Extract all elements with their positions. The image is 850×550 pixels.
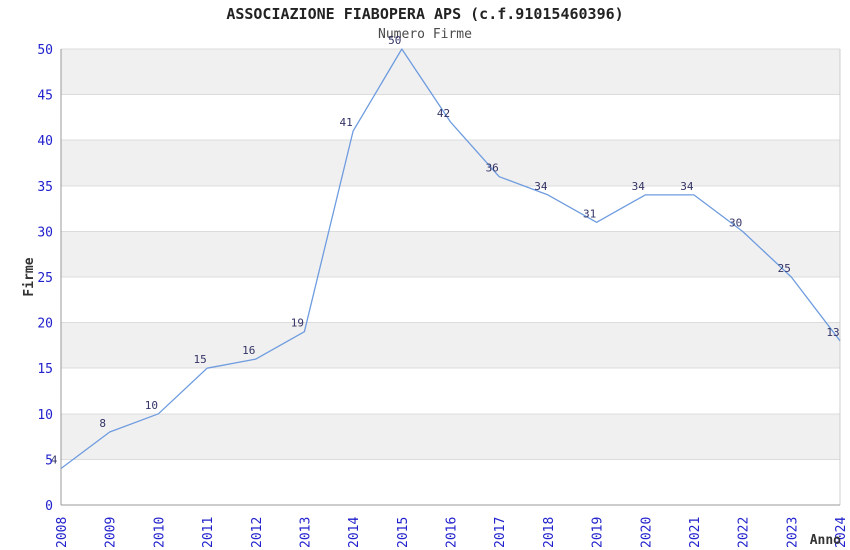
y-tick-label: 20 <box>37 317 53 332</box>
data-label: 8 <box>99 417 106 430</box>
y-tick-label: 25 <box>37 271 53 286</box>
plot-band <box>61 49 840 95</box>
x-tick-label: 2019 <box>591 517 606 548</box>
data-label: 13 <box>826 326 839 339</box>
data-label: 42 <box>437 107 450 120</box>
data-label: 16 <box>242 344 255 357</box>
data-label: 30 <box>729 216 742 229</box>
data-label: 34 <box>632 180 646 193</box>
data-label: 50 <box>388 34 401 47</box>
x-tick-label: 2016 <box>445 517 460 548</box>
data-label: 36 <box>486 162 499 175</box>
data-label: 31 <box>583 207 596 220</box>
x-tick-label: 2020 <box>639 517 654 548</box>
chart-title: ASSOCIAZIONE FIABOPERA APS (c.f.91015460… <box>226 5 623 23</box>
data-label: 19 <box>291 317 304 330</box>
x-tick-label: 2012 <box>250 517 265 548</box>
y-tick-label: 30 <box>37 225 53 240</box>
plot-area: 4 8 10 15 16 19 41 50 42 36 34 31 34 34 30 25 13 0 5 10 15 20… <box>37 34 849 548</box>
y-tick-label: 45 <box>37 89 53 104</box>
x-tick-label: 2022 <box>737 517 752 548</box>
plot-band <box>61 140 840 186</box>
chart-subtitle: Numero Firme <box>378 27 472 42</box>
y-tick-label: 10 <box>37 408 53 423</box>
y-axis-title: Firme <box>22 257 37 296</box>
y-tick-label: 35 <box>37 180 53 195</box>
x-tick-label: 2023 <box>785 517 800 548</box>
line-series <box>60 48 841 470</box>
plot-band <box>61 231 840 277</box>
x-tick-label: 2024 <box>834 517 849 548</box>
plot-band <box>61 322 840 369</box>
x-tick-label: 2015 <box>396 517 411 548</box>
x-tick-label: 2009 <box>104 517 119 548</box>
data-label: 34 <box>680 180 694 193</box>
x-tick-label: 2014 <box>347 517 362 548</box>
y-tick-label: 15 <box>37 362 53 377</box>
data-label: 25 <box>778 262 791 275</box>
y-tick-label: 50 <box>37 43 53 58</box>
plot-band <box>61 413 840 460</box>
data-label: 34 <box>534 180 548 193</box>
x-tick-label: 2008 <box>55 517 70 548</box>
x-tick-label: 2010 <box>152 517 167 548</box>
x-tick-label: 2017 <box>493 517 508 548</box>
x-tick-label: 2021 <box>688 517 703 548</box>
data-label: 15 <box>193 353 206 366</box>
x-tick-label: 2013 <box>298 517 313 548</box>
data-label: 41 <box>339 116 352 129</box>
data-label: 4 <box>51 454 58 467</box>
y-tick-label: 40 <box>37 134 53 149</box>
x-tick-label: 2018 <box>542 517 557 548</box>
data-label: 10 <box>145 399 158 412</box>
x-axis-title: Anno <box>810 533 841 548</box>
y-tick-label: 5 <box>45 453 53 468</box>
x-tick-label: 2011 <box>201 517 216 548</box>
y-tick-label: 0 <box>45 499 53 514</box>
